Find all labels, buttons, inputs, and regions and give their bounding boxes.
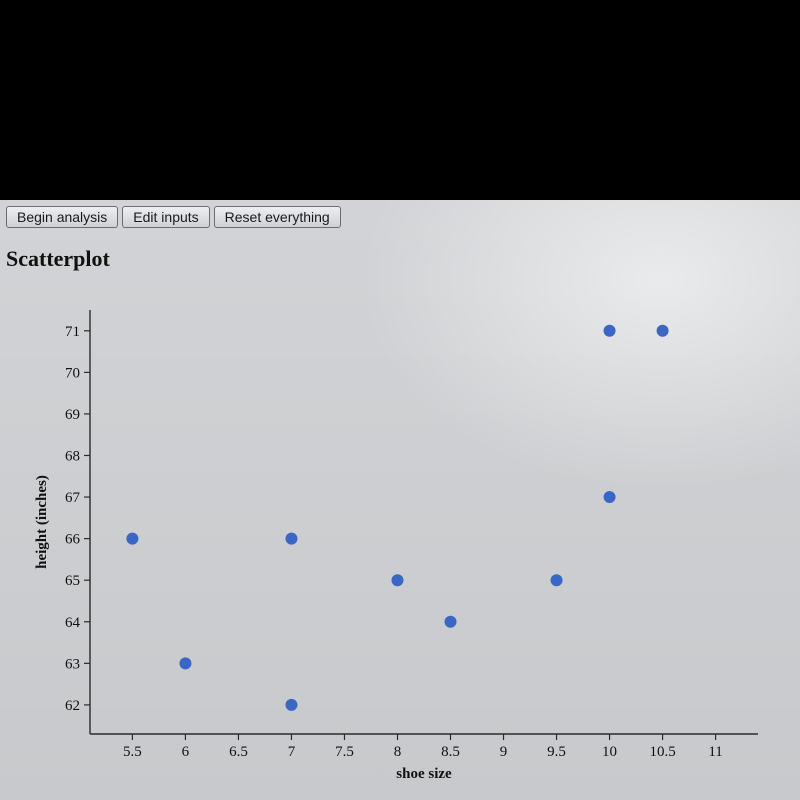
svg-text:68: 68	[65, 448, 80, 464]
svg-text:11: 11	[708, 744, 722, 760]
svg-text:64: 64	[65, 615, 81, 631]
svg-text:7.5: 7.5	[335, 744, 354, 760]
svg-text:9.5: 9.5	[547, 744, 566, 760]
svg-text:62: 62	[65, 698, 80, 714]
svg-text:70: 70	[65, 365, 80, 381]
svg-text:6.5: 6.5	[229, 744, 248, 760]
chart-title: Scatterplot	[6, 246, 110, 272]
scatterplot-chart: 62 63 64 65 66 67 68 69 70 71 5.5 6 6.5 7 7.5 8 8.5 9 9.5 1…	[28, 300, 778, 790]
svg-text:65: 65	[65, 573, 80, 589]
svg-text:7: 7	[288, 744, 296, 760]
begin-analysis-button[interactable]: Begin analysis	[6, 206, 118, 228]
svg-text:66: 66	[65, 532, 81, 548]
toolbar: Begin analysis Edit inputs Reset everyth…	[6, 206, 341, 228]
svg-text:10.5: 10.5	[649, 744, 675, 760]
svg-text:10: 10	[602, 744, 617, 760]
svg-text:63: 63	[65, 656, 80, 672]
svg-text:8: 8	[394, 744, 402, 760]
page: Begin analysis Edit inputs Reset everyth…	[0, 200, 800, 800]
svg-text:71: 71	[65, 324, 80, 340]
svg-text:69: 69	[65, 407, 80, 423]
svg-text:8.5: 8.5	[441, 744, 460, 760]
svg-text:5.5: 5.5	[123, 744, 142, 760]
scatterplot-svg: 62 63 64 65 66 67 68 69 70 71 5.5 6 6.5 7 7.5 8 8.5 9 9.5 1…	[28, 300, 778, 790]
svg-text:6: 6	[182, 744, 190, 760]
svg-text:9: 9	[500, 744, 508, 760]
edit-inputs-button[interactable]: Edit inputs	[122, 206, 209, 228]
svg-text:height (inches): height (inches)	[34, 475, 50, 569]
reset-everything-button[interactable]: Reset everything	[214, 206, 341, 228]
svg-text:67: 67	[65, 490, 81, 506]
svg-text:shoe size: shoe size	[396, 766, 452, 782]
